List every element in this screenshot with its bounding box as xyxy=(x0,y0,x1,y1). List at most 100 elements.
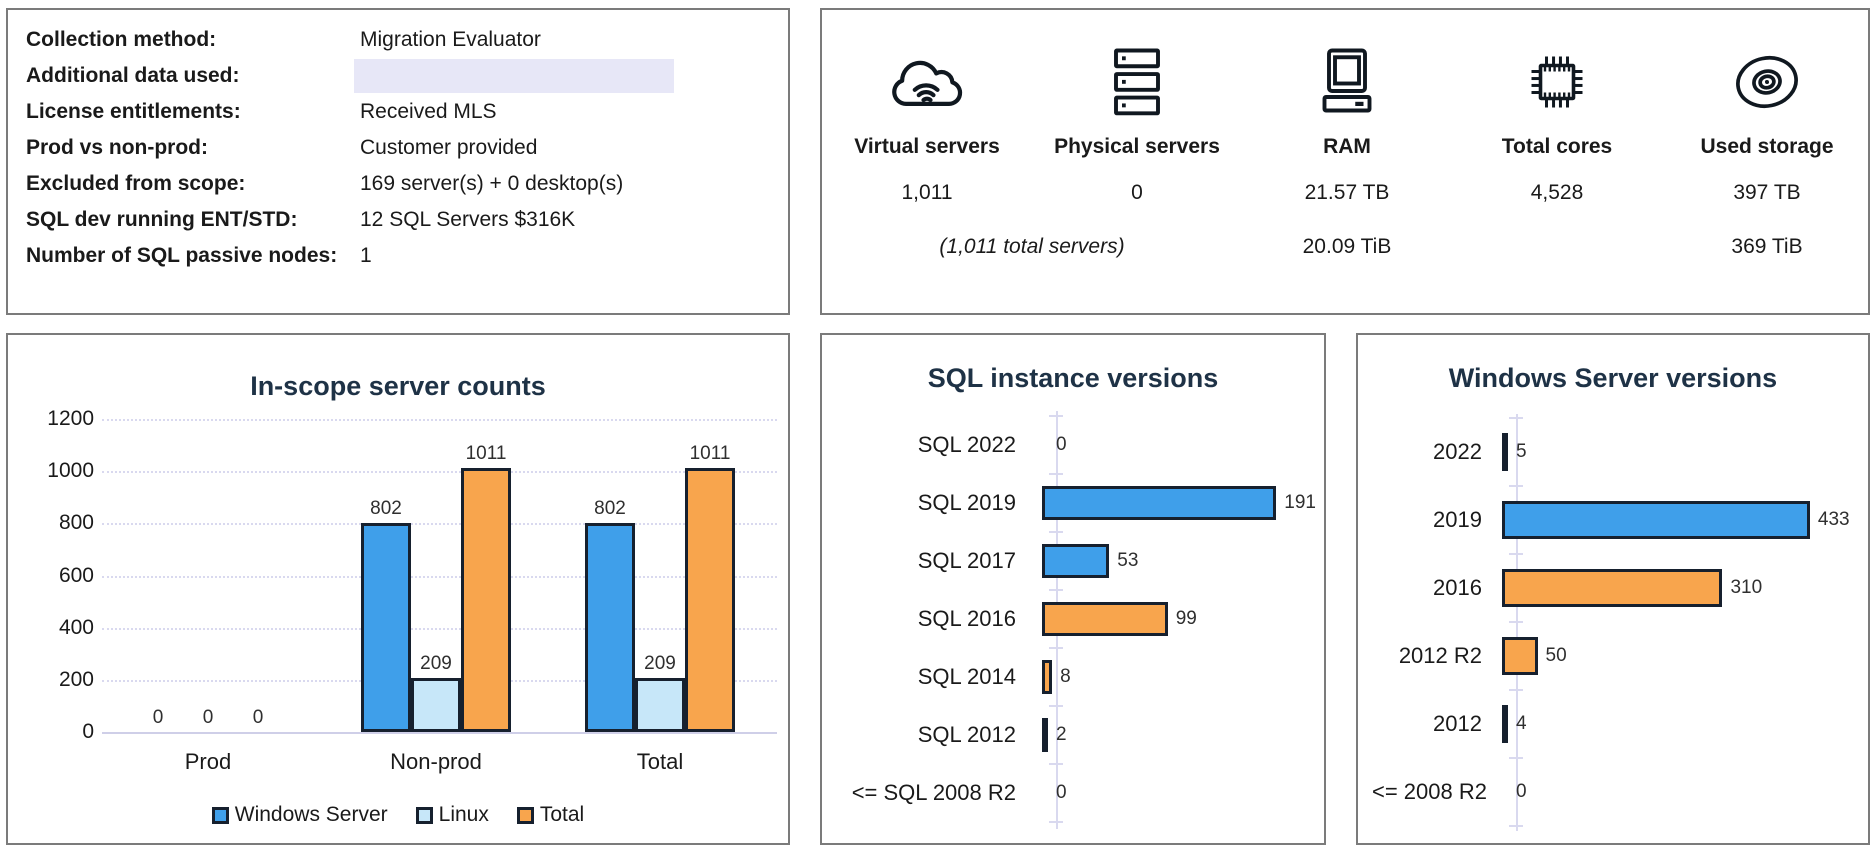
used-storage-value: 397 TB xyxy=(1733,181,1801,204)
bar-group-total: 802 209 1011 xyxy=(585,444,735,732)
virtual-servers-value: 1,011 xyxy=(901,181,953,204)
y-tick-label: 0 xyxy=(82,720,94,743)
category-label: 2012 R2 xyxy=(1398,643,1482,668)
bar-row-sql-2017: SQL 2017 53 xyxy=(836,532,1316,590)
bar-row-sql-2014: SQL 2014 8 xyxy=(836,648,1316,706)
bar-value-label: 2 xyxy=(1056,724,1067,745)
chart-title: In-scope server counts xyxy=(250,371,546,401)
info-label: Prod vs non-prod: xyxy=(26,136,208,159)
empty-footnote-cell xyxy=(1452,232,1662,262)
bar-row-sql-2008r2-or-older: <= SQL 2008 R2 0 xyxy=(836,764,1316,822)
category-label: 2022 xyxy=(1433,439,1482,464)
info-value: 1 xyxy=(360,244,372,267)
physical-servers-value: 0 xyxy=(1131,181,1143,204)
bar-row-sql-2022: SQL 2022 0 xyxy=(836,416,1316,474)
bar-value-label: 1011 xyxy=(465,443,507,465)
axis-tick xyxy=(1509,621,1523,623)
bar-value-label: 0 xyxy=(1056,782,1067,803)
bar-sql-2012 xyxy=(1042,718,1048,752)
gridline xyxy=(102,576,777,578)
total-cores-label: Total cores xyxy=(1501,135,1613,158)
bar-row-2012r2: 2012 R2 50 xyxy=(1372,622,1860,690)
info-label: Additional data used: xyxy=(26,64,240,87)
legend-label: Windows Server xyxy=(234,803,388,826)
bar-total-total xyxy=(685,468,735,732)
summary-stats-panel: Virtual servers Physical servers RAM Tot… xyxy=(820,8,1870,315)
x-category-label: Prod xyxy=(184,749,232,774)
bar-cell: 209 xyxy=(411,653,461,732)
physical-servers-label: Physical servers xyxy=(1054,135,1220,158)
y-tick-label: 200 xyxy=(58,668,94,691)
additional-data-highlight-field[interactable] xyxy=(354,59,674,93)
axis-tick xyxy=(1049,589,1063,591)
ram-tib-footnote: 20.09 TiB xyxy=(1302,235,1392,258)
bar-linux-nonprod xyxy=(411,677,461,732)
plot-area: 2022 5 2019 433 2016 310 2012 R2 50 2012… xyxy=(1372,418,1860,826)
y-tick-label: 1000 xyxy=(47,459,94,482)
total-cores-value: 4,528 xyxy=(1530,181,1584,204)
info-label: Excluded from scope: xyxy=(26,172,246,195)
gridline xyxy=(102,471,777,473)
bar-cell: 0 xyxy=(183,708,233,732)
bar-2012r2 xyxy=(1502,637,1538,675)
y-tick-label: 800 xyxy=(58,511,94,534)
bar-value-label: 0 xyxy=(252,707,264,728)
plot-area: 0 0 0 802 209 1011 xyxy=(102,419,777,732)
summary-values-row: 1,011 0 21.57 TB 4,528 397 TB xyxy=(822,178,1868,208)
legend-item-total: Total xyxy=(516,803,584,827)
legend-item-windows-server: Windows Server xyxy=(211,803,388,827)
chart-title: SQL instance versions xyxy=(927,363,1219,393)
bar-linux-total xyxy=(635,677,685,732)
info-value: Migration Evaluator xyxy=(360,28,541,51)
x-axis-line xyxy=(102,732,777,734)
axis-tick xyxy=(1509,553,1523,555)
ram-label: RAM xyxy=(1323,135,1371,158)
info-row-sql-dev: SQL dev running ENT/STD: 12 SQL Servers … xyxy=(26,202,776,238)
bar-value-label: 4 xyxy=(1516,713,1527,734)
category-label: SQL 2019 xyxy=(917,490,1016,515)
y-tick-label: 600 xyxy=(58,564,94,587)
info-label: Collection method: xyxy=(26,28,217,51)
bar-row-2022: 2022 5 xyxy=(1372,418,1860,486)
bar-value-label: 5 xyxy=(1516,441,1527,462)
bar-windows-nonprod xyxy=(361,522,411,732)
bar-value-label: 8 xyxy=(1060,666,1071,687)
total-servers-footnote: (1,011 total servers) xyxy=(939,235,1125,258)
info-label: License entitlements: xyxy=(26,100,241,123)
summary-icons-row xyxy=(822,36,1868,128)
bar-row-2019: 2019 433 xyxy=(1372,486,1860,554)
bar-cell: 802 xyxy=(361,498,411,732)
bar-cell: 1011 xyxy=(461,444,511,732)
legend-label: Linux xyxy=(438,803,489,826)
info-label: SQL dev running ENT/STD: xyxy=(26,208,298,231)
bar-value-label: 50 xyxy=(1545,645,1567,666)
bar-sql-2017 xyxy=(1042,544,1110,578)
info-value: Customer provided xyxy=(360,136,538,159)
bar-sql-2016 xyxy=(1042,602,1168,636)
info-row-additional-data: Additional data used: xyxy=(26,58,776,94)
bar-2016 xyxy=(1502,569,1723,607)
info-value: 12 SQL Servers $316K xyxy=(360,208,576,231)
info-row-sql-passive-nodes: Number of SQL passive nodes: 1 xyxy=(26,238,776,274)
cloud-icon xyxy=(822,45,1032,119)
bar-cell: 1011 xyxy=(685,444,735,732)
bar-group-nonprod: 802 209 1011 xyxy=(361,444,511,732)
bar-cell: 0 xyxy=(133,708,183,732)
chart-title: Windows Server versions xyxy=(1448,363,1778,393)
category-label: 2016 xyxy=(1433,575,1482,600)
axis-tick xyxy=(1049,821,1063,823)
axis-tick xyxy=(1509,417,1523,419)
bar-2019 xyxy=(1502,501,1810,539)
windows-server-versions-chart: Windows Server versions 2022 5 2019 433 … xyxy=(1356,333,1870,845)
bar-cell: 802 xyxy=(585,498,635,732)
axis-tick xyxy=(1049,415,1063,417)
info-label: Number of SQL passive nodes: xyxy=(26,244,338,267)
info-row-prod-vs-nonprod: Prod vs non-prod: Customer provided xyxy=(26,130,776,166)
chart-legend: Windows Server Linux Total xyxy=(8,803,788,827)
category-label: SQL 2012 xyxy=(917,722,1016,747)
legend-item-linux: Linux xyxy=(415,803,489,827)
bar-value-label: 1011 xyxy=(689,443,731,465)
info-value: 169 server(s) + 0 desktop(s) xyxy=(360,172,624,195)
storage-tib-footnote: 369 TiB xyxy=(1731,235,1803,258)
y-tick-label: 400 xyxy=(58,616,94,639)
